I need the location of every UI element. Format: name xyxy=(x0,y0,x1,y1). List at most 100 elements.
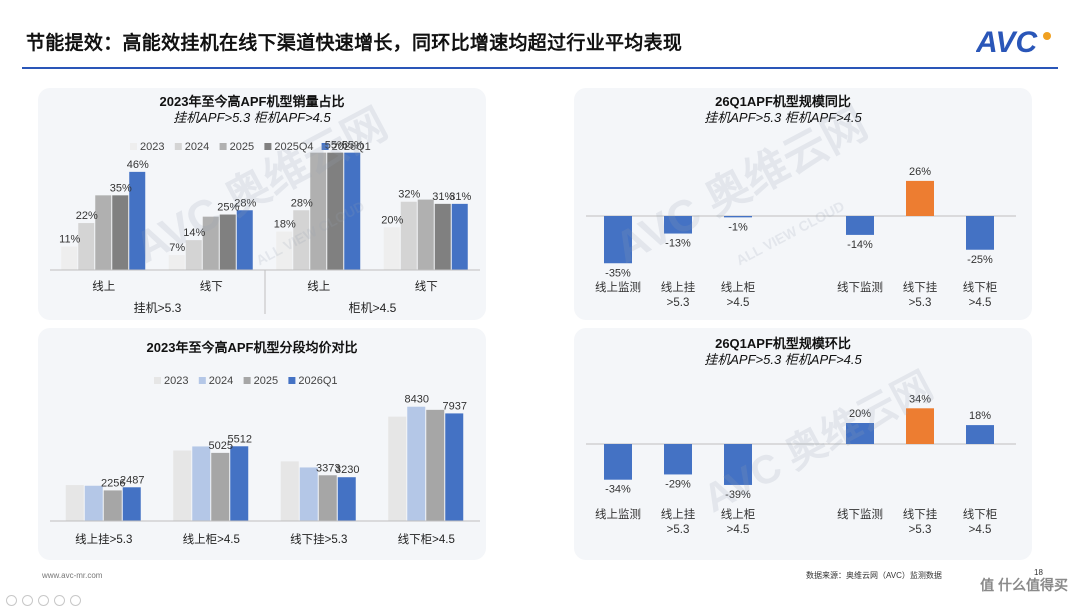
bar-2-3 xyxy=(337,477,356,521)
category-label-2: 线上 xyxy=(307,279,330,293)
bar-2-2 xyxy=(318,475,337,521)
chart-title: 2023年至今高APF机型分段均价对比 xyxy=(147,340,358,355)
data-label-11: 55% xyxy=(342,140,364,152)
bar-1-0 xyxy=(173,450,192,521)
bar-1-4 xyxy=(236,210,253,270)
bar-3-1 xyxy=(400,201,417,270)
data-label-0: 11% xyxy=(59,234,80,246)
data-label-12: 20% xyxy=(381,214,403,226)
data-label-10: 55% xyxy=(325,140,347,152)
panel-share: 2023年至今高APF机型销量占比 挂机APF>5.3 柜机APF>4.5 2023… xyxy=(38,88,486,320)
group-label-0: 挂机>5.3 xyxy=(134,301,182,315)
bar-1-0 xyxy=(168,255,185,270)
slide-title: 节能提效：高能效挂机在线下渠道快速增长，同环比增速均超过行业平均表现 xyxy=(26,33,683,54)
bar-4 xyxy=(906,180,934,216)
bar-1-1 xyxy=(192,446,211,521)
bar-2-3 xyxy=(327,152,344,270)
bar-3-0 xyxy=(383,227,400,270)
prev-icon[interactable] xyxy=(6,595,17,606)
data-label-3: -14% xyxy=(847,239,873,251)
bar-0 xyxy=(604,216,632,264)
data-label-4: 34% xyxy=(909,393,931,405)
data-label-0: 2256 xyxy=(101,477,125,489)
bar-3-2 xyxy=(426,409,445,521)
bar-1-2 xyxy=(211,452,230,521)
category-label-1: 线上柜>4.5 xyxy=(183,532,240,546)
category-label-5-0: 线下柜 xyxy=(963,507,998,521)
bar-1-3 xyxy=(230,446,249,521)
bar-0-0 xyxy=(65,485,84,521)
legend-swatch-2 xyxy=(243,377,251,384)
legend-swatch-1 xyxy=(174,143,182,150)
category-label-3-0: 线下监测 xyxy=(837,507,883,521)
data-label-9: 28% xyxy=(291,197,313,209)
slide-controls[interactable] xyxy=(6,593,86,606)
pen-icon[interactable] xyxy=(38,595,49,606)
data-label-5: 3230 xyxy=(335,464,359,476)
category-label-2: 线下挂>5.3 xyxy=(290,532,347,546)
legend-swatch-4 xyxy=(321,143,329,150)
bar-4 xyxy=(906,408,934,444)
bar-1 xyxy=(664,444,692,475)
data-label-15: 31% xyxy=(449,191,471,203)
category-label-0: 线上挂>5.3 xyxy=(75,532,132,546)
panel-qoq: 26Q1APF机型规模环比 挂机APF>5.3 柜机APF>4.5 -34% 线上监测… xyxy=(574,328,1032,560)
bar-2-0 xyxy=(280,461,299,521)
category-label-3: 线下柜>4.5 xyxy=(398,532,455,546)
category-label-0-0: 线上监测 xyxy=(595,280,641,294)
legend-label-1: 2024 xyxy=(209,375,233,387)
category-label-5-1: >4.5 xyxy=(969,524,992,536)
category-label-3: 线下 xyxy=(415,279,438,293)
bar-3-1 xyxy=(407,406,426,521)
bar-2-2 xyxy=(310,152,327,270)
data-label-0: -34% xyxy=(605,484,631,496)
data-label-7: 7937 xyxy=(443,400,467,412)
legend-label-0: 2023 xyxy=(164,375,188,387)
data-label-2: -1% xyxy=(728,221,748,233)
data-label-3: 20% xyxy=(849,408,871,420)
legend-label-2: 2025 xyxy=(230,141,254,153)
data-label-6: 25% xyxy=(217,202,239,214)
data-label-4: 3373 xyxy=(316,462,340,474)
bar-0-4 xyxy=(129,171,146,270)
data-label-2: 5025 xyxy=(209,440,233,452)
next-icon[interactable] xyxy=(22,595,33,606)
category-label-2-0: 线上柜 xyxy=(721,280,756,294)
chart-subtitle: 挂机APF>5.3 柜机APF>4.5 xyxy=(173,110,331,125)
bar-5 xyxy=(966,425,994,444)
page-number: 18 xyxy=(1034,568,1043,577)
data-label-13: 32% xyxy=(398,189,420,201)
legend-swatch-3 xyxy=(288,377,296,384)
legend-label-3: 2025Q4 xyxy=(274,141,313,153)
legend-label-2: 2025 xyxy=(254,375,278,387)
bar-5 xyxy=(966,216,994,250)
avc-logo: AVC xyxy=(975,24,1052,59)
bar-2-4 xyxy=(344,152,361,270)
bar-0-1 xyxy=(84,485,103,521)
header-rule xyxy=(22,67,1058,69)
menu-icon[interactable] xyxy=(70,595,81,606)
data-label-4: 26% xyxy=(909,166,931,178)
category-label-2-0: 线上柜 xyxy=(721,507,756,521)
data-label-2: 35% xyxy=(110,182,132,194)
category-label-5-1: >4.5 xyxy=(969,297,992,309)
category-label-1-1: >5.3 xyxy=(667,297,690,309)
chart-title: 26Q1APF机型规模环比 xyxy=(715,336,851,351)
data-label-7: 28% xyxy=(234,197,256,209)
legend-label-3: 2026Q1 xyxy=(298,375,337,387)
category-label-4-1: >5.3 xyxy=(909,524,932,536)
bar-3-2 xyxy=(417,199,434,270)
logo-text: AVC xyxy=(976,26,1038,58)
category-label-1: 线下 xyxy=(200,279,223,293)
bar-2-1 xyxy=(299,467,318,521)
bar-1-1 xyxy=(185,240,202,270)
zoom-icon[interactable] xyxy=(54,595,65,606)
chart-subtitle: 挂机APF>5.3 柜机APF>4.5 xyxy=(704,110,862,125)
data-label-1: 22% xyxy=(76,210,98,222)
data-label-8: 18% xyxy=(274,219,296,231)
category-label-1-0: 线上挂 xyxy=(661,280,696,294)
slide-header: 节能提效：高能效挂机在线下渠道快速增长，同环比增速均超过行业平均表现 AVC xyxy=(0,0,1080,69)
